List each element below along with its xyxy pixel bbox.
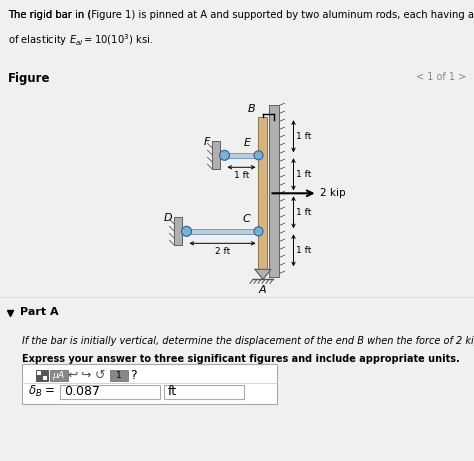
- Text: Part A: Part A: [20, 307, 59, 318]
- Text: D: D: [164, 213, 173, 223]
- Bar: [188, 229, 258, 234]
- Text: The rigid bar in (: The rigid bar in (: [8, 10, 91, 20]
- Text: 1 ft: 1 ft: [297, 132, 312, 141]
- Bar: [258, 117, 267, 269]
- Text: 0.087: 0.087: [64, 385, 100, 398]
- Text: 1 ft: 1 ft: [297, 246, 312, 255]
- Text: ↺: ↺: [95, 369, 105, 382]
- Text: C: C: [243, 214, 250, 225]
- Circle shape: [182, 226, 191, 236]
- Text: ?: ?: [130, 369, 137, 382]
- Text: 2 ft: 2 ft: [215, 247, 230, 256]
- Bar: [60, 384, 160, 399]
- Text: ↪: ↪: [81, 369, 91, 382]
- Text: ↩: ↩: [68, 369, 78, 382]
- Bar: [164, 384, 244, 399]
- Bar: [43, 376, 47, 380]
- Text: 1 ft: 1 ft: [297, 208, 312, 217]
- Text: of elasticity ​​​​​​​​​​​​​​​​​​​​​​​$E_{al} = 10(10^3)$​​​ ksi.: of elasticity ​​​​​​​​​​​​​​​​​​​​​​​$E_…: [8, 32, 154, 48]
- Text: $\delta_B$ =: $\delta_B$ =: [28, 384, 55, 399]
- Text: 1 ft: 1 ft: [234, 171, 249, 180]
- Text: F: F: [204, 137, 210, 147]
- Text: 1 ft: 1 ft: [297, 170, 312, 179]
- Text: 1: 1: [116, 371, 122, 380]
- Text: If the bar is initially vertical, determine the displacement of the end B when t: If the bar is initially vertical, determ…: [22, 336, 474, 346]
- Text: B: B: [248, 104, 255, 114]
- Bar: [110, 370, 128, 381]
- Bar: [37, 371, 41, 375]
- Bar: [174, 217, 182, 245]
- Text: A: A: [258, 285, 266, 296]
- Circle shape: [219, 150, 229, 160]
- Text: ft: ft: [168, 385, 177, 398]
- Text: Express your answer to three significant figures and include appropriate units.: Express your answer to three significant…: [22, 354, 460, 364]
- Bar: [226, 153, 258, 158]
- Text: $\mu A$: $\mu A$: [52, 369, 66, 382]
- Bar: [22, 364, 277, 404]
- Bar: [212, 141, 220, 169]
- Bar: [270, 105, 280, 278]
- Bar: [36, 370, 48, 381]
- Circle shape: [254, 227, 263, 236]
- Text: Figure: Figure: [8, 72, 51, 85]
- Text: < 1 of 1 >: < 1 of 1 >: [416, 72, 466, 82]
- Polygon shape: [255, 269, 271, 279]
- Bar: [50, 370, 68, 381]
- Text: E: E: [244, 138, 250, 148]
- Text: 2 kip: 2 kip: [320, 188, 346, 198]
- Text: The rigid bar in (​Figure 1​) is pinned at ​A​ and supported by two aluminum rod: The rigid bar in (​Figure 1​) is pinned …: [8, 10, 474, 20]
- Circle shape: [254, 151, 263, 160]
